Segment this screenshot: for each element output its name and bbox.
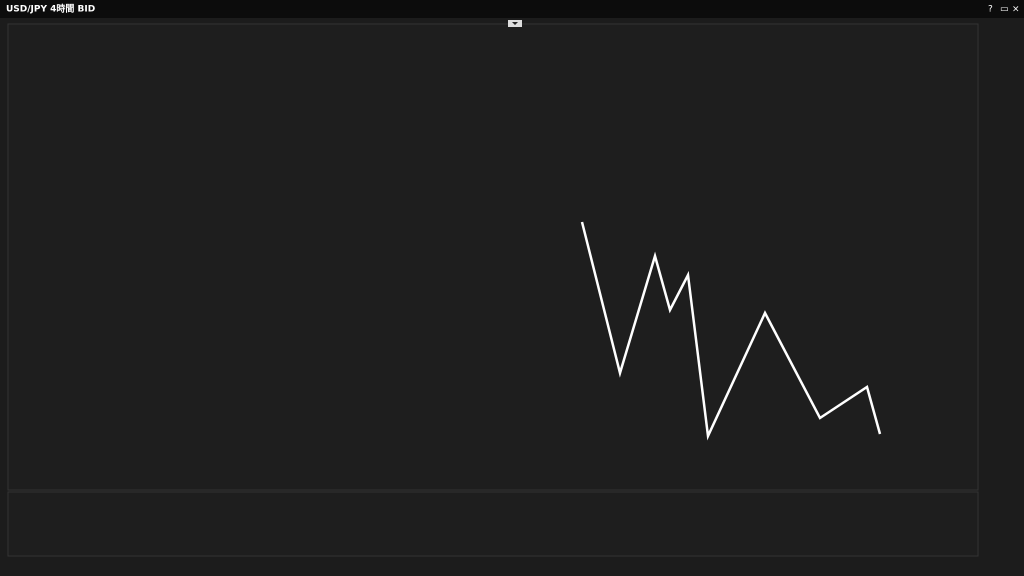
plot-area <box>7 23 979 491</box>
close-button[interactable]: × <box>1012 5 1020 15</box>
title-bar <box>0 0 1024 18</box>
window-title: USD/JPY 4時間 BID <box>6 3 95 15</box>
help-button[interactable]: ? <box>988 5 993 15</box>
maximize-button[interactable]: ▭ <box>1000 5 1009 15</box>
zigzag-annotation <box>580 221 882 441</box>
collapse-icon <box>512 22 518 25</box>
oscillator-area <box>7 491 979 557</box>
